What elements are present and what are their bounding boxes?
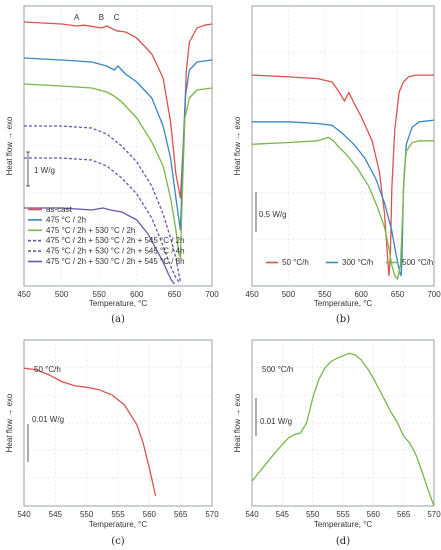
x-tick-label: 650 [391,290,405,299]
x-tick-label: 570 [427,510,441,519]
x-tick-label: 560 [143,510,157,519]
x-tick-label: 700 [427,290,441,299]
legend-entry: 50 °C/h [282,258,309,267]
series-line [251,74,434,277]
legend-entry: 500 °C/h [402,258,433,267]
x-axis-label: Temperature, °C [314,520,373,529]
rate-label: 500 °C/h [262,365,293,374]
series-line [23,21,213,199]
series-line [251,352,435,507]
x-tick-label: 570 [205,510,219,519]
scale-bar-label: 1 W/g [34,166,55,175]
x-tick-label: 565 [174,510,188,519]
x-tick-label: 600 [130,290,144,299]
panel-caption: (b) [336,314,350,325]
series-line [23,57,213,231]
x-axis-label: Temperature, °C [89,520,148,529]
x-tick-label: 555 [336,510,350,519]
legend-entry: 475 °C / 2h + 530 °C / 2h [46,226,135,235]
y-axis-label: Heat flow → exo [233,116,242,175]
panel-3: 540 545 550 555 560 565 570 Temperature, °C Heat… [5,339,219,547]
series-line [23,367,157,497]
x-tick-label: 540 [17,510,31,519]
legend-entry: as-cast [46,205,73,214]
x-tick-label: 650 [168,290,182,299]
x-axis-label: Temperature, °C [314,299,373,308]
x-tick-label: 540 [245,510,259,519]
legend-entry: 300 °C/h [342,258,373,267]
panel-caption: (a) [111,314,125,325]
scale-bar-label: 0.5 W/g [259,210,287,219]
x-tick-label: 550 [80,510,94,519]
legend-entry: 475 °C / 2h + 530 °C / 2h + 545 °C / 8h [46,257,185,266]
y-axis-label: Heat flow → exo [5,393,14,452]
legend-entry: 475 °C / 2h + 530 °C / 2h + 545 °C / 4h [46,247,185,256]
y-axis-label: Heat flow → exo [233,393,242,452]
x-tick-label: 545 [49,510,63,519]
series-line [24,207,175,285]
panel-1: 450 500 550 600 650 700 Temperature, °C Heat fl… [5,5,219,325]
panel-4: 540 545 550 555 560 565 570 Temperature, °C Heat… [233,339,441,547]
series-line [251,136,434,280]
series-line [252,119,435,277]
peak-label: A [74,13,80,22]
x-tick-label: 500 [55,290,69,299]
series-line [23,83,213,259]
x-tick-label: 600 [355,290,369,299]
legend-entry: 475 °C / 2h + 530 °C / 2h + 545 °C / 2h [46,236,185,245]
panel-2: 450 500 550 600 650 700 Temperature, °C Heat fl… [233,5,441,325]
y-axis-label: Heat flow → exo [5,116,14,175]
series-line [24,125,182,283]
peak-label: B [99,13,104,22]
peak-label: C [114,13,120,22]
x-tick-label: 565 [397,510,411,519]
scale-bar-label: 0.01 W/g [32,415,64,424]
x-tick-label: 450 [17,290,31,299]
x-tick-label: 545 [276,510,290,519]
x-tick-label: 550 [306,510,320,519]
legend-entry: 475 °C / 2h [46,215,86,224]
x-tick-label: 555 [111,510,125,519]
x-tick-label: 550 [93,290,107,299]
series-line [24,157,180,283]
x-tick-label: 500 [282,290,296,299]
x-tick-label: 550 [318,290,332,299]
x-tick-label: 450 [245,290,259,299]
panel-caption: (d) [336,536,350,547]
x-tick-label: 560 [367,510,381,519]
x-axis-label: Temperature, °C [89,299,148,308]
x-tick-label: 700 [205,290,219,299]
scale-bar-label: 0.01 W/g [260,417,292,426]
panel-caption: (c) [111,536,125,547]
rate-label: 50 °C/h [34,365,61,374]
